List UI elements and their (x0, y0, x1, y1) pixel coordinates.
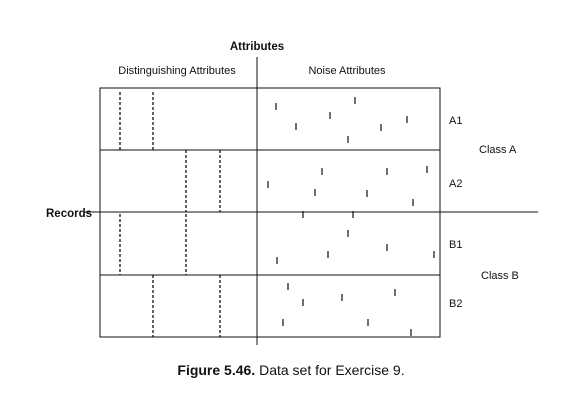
row-label-a1: A1 (449, 115, 462, 127)
row-label-b1: B1 (449, 239, 462, 251)
distinguishing-attributes-header: Distinguishing Attributes (118, 65, 236, 77)
figure-caption: Figure 5.46. Data set for Exercise 9. (0, 362, 582, 378)
noise-attributes-header: Noise Attributes (308, 65, 386, 77)
noise-ticks-b2 (282, 283, 412, 336)
noise-ticks-a2 (267, 166, 428, 206)
row-label-b2: B2 (449, 298, 462, 310)
noise-ticks-b1 (276, 211, 435, 264)
class-label-b: Class B (481, 270, 519, 282)
noise-ticks-a1 (275, 97, 408, 143)
figure-caption-label: Figure 5.46. (177, 362, 256, 378)
class-label-a: Class A (479, 144, 517, 156)
records-label: Records (46, 208, 92, 220)
row-label-a2: A2 (449, 178, 462, 190)
figure-caption-text: Data set for Exercise 9. (259, 362, 405, 378)
attributes-header: Attributes (230, 41, 284, 53)
